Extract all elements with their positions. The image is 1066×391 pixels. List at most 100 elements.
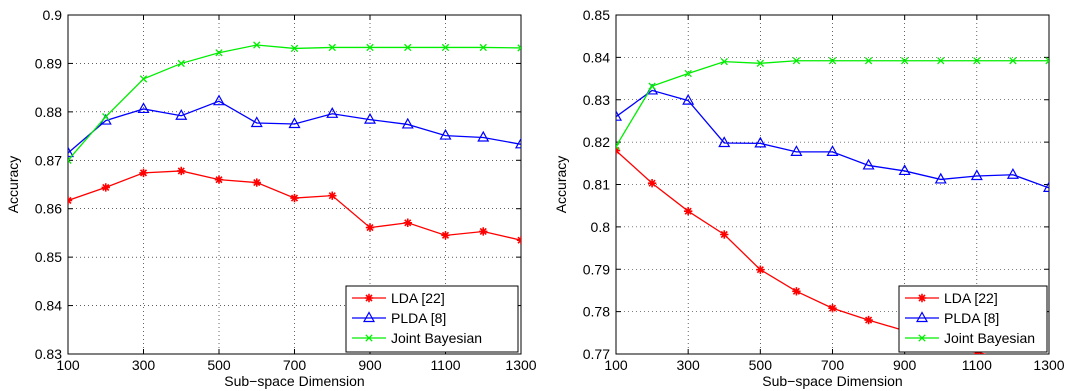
data-point-star (479, 227, 488, 236)
data-point-star (290, 193, 299, 203)
x-tick-label: 900 (893, 357, 917, 373)
x-tick-label: 100 (604, 357, 628, 373)
data-point-x (404, 43, 412, 52)
series-line-triangle (616, 89, 1049, 189)
series-group (68, 41, 521, 245)
legend-marker (915, 311, 929, 323)
data-point-x (1009, 57, 1017, 65)
data-point-star (828, 304, 837, 313)
data-point-triangle (826, 145, 839, 156)
data-point-star (683, 206, 693, 216)
data-point-triangle (137, 102, 150, 114)
data-point-x (290, 44, 299, 53)
data-point-triangle (175, 108, 188, 120)
data-point-x (68, 156, 72, 164)
data-point-triangle (212, 94, 226, 106)
data-point-x (441, 43, 450, 52)
legend: LDA [22] PLDA [8] Joint Bayesian (345, 285, 519, 353)
x-tick-label: 700 (821, 357, 845, 373)
chart-panel-1: 100 300 500 700 900 1100 1300 0.83 0.84 0.85 0.86 0… (5, 7, 537, 389)
x-tick-label: 900 (358, 357, 382, 373)
data-point-x (1045, 57, 1049, 65)
legend-marker (362, 311, 376, 323)
data-point-x (102, 113, 110, 121)
y-tick-label: 0.82 (583, 134, 610, 150)
data-point-x (616, 142, 620, 151)
data-point-x (756, 59, 764, 67)
data-point-triangle (754, 136, 767, 148)
data-point-star (403, 218, 412, 227)
data-point-star (139, 168, 148, 178)
legend-box (345, 285, 519, 353)
data-point-triangle (401, 117, 414, 129)
legend-label: LDA [22] (944, 290, 998, 306)
y-tick-label: 0.85 (583, 7, 610, 23)
data-point-triangle (862, 158, 875, 170)
data-point-x (517, 44, 521, 52)
legend-label: Joint Bayesian (944, 330, 1035, 346)
data-point-triangle (326, 107, 339, 118)
data-point-triangle (718, 136, 731, 148)
y-tick-label: 0.9 (43, 7, 63, 23)
data-point-x (792, 57, 801, 65)
series-line-triangle (68, 100, 521, 154)
data-point-star (328, 191, 337, 200)
y-tick-label: 0.88 (35, 104, 62, 120)
data-point-x (864, 57, 873, 65)
data-point-x (828, 57, 837, 65)
y-tick-label: 0.83 (35, 346, 62, 362)
y-tick-label: 0.86 (35, 201, 62, 217)
legend-marker (918, 334, 926, 342)
x-tick-label: 500 (749, 357, 773, 373)
legend-label: PLDA [8] (391, 310, 446, 326)
data-point-x (328, 43, 336, 52)
data-point-star (101, 183, 110, 192)
x-tick-label: 1100 (962, 357, 992, 373)
data-point-triangle (514, 137, 521, 149)
legend: LDA [22] PLDA [8] Joint Bayesian (898, 285, 1048, 353)
data-point-triangle (682, 93, 695, 105)
legend-marker (365, 334, 373, 342)
data-point-star (792, 287, 801, 296)
y-tick-label: 0.8 (591, 219, 611, 235)
data-point-star (441, 231, 450, 240)
y-tick-label: 0.78 (583, 304, 610, 320)
data-point-x (479, 43, 487, 52)
data-point-x (901, 57, 909, 65)
y-tick-label: 0.81 (583, 177, 610, 193)
data-point-x (973, 57, 981, 65)
x-tick-label: 1300 (1033, 357, 1064, 373)
x-axis-label: Sub−space Dimension (224, 373, 364, 389)
y-tick-label: 0.85 (35, 249, 62, 265)
data-point-star (516, 235, 521, 245)
data-point-x (684, 69, 692, 78)
data-point-triangle (898, 164, 911, 176)
x-tick-label: 300 (132, 357, 156, 373)
data-point-star (756, 265, 765, 274)
data-point-star (177, 166, 186, 176)
data-point-triangle (1006, 168, 1019, 179)
data-point-star (365, 223, 375, 232)
data-point-x (253, 41, 261, 49)
data-point-triangle (250, 116, 263, 128)
data-point-star (616, 146, 621, 155)
data-point-triangle (934, 172, 947, 184)
data-point-triangle (970, 169, 983, 181)
data-point-x (215, 49, 223, 57)
data-point-triangle (1042, 181, 1049, 192)
x-tick-label: 1100 (430, 357, 460, 373)
y-axis-label: Accuracy (553, 156, 569, 214)
data-point-x (937, 57, 945, 65)
data-point-star (864, 315, 873, 325)
data-point-triangle (439, 128, 452, 140)
data-point-triangle (288, 117, 301, 129)
data-point-star (720, 230, 729, 239)
data-point-x (177, 59, 185, 68)
legend-marker (364, 293, 374, 303)
data-point-star (647, 179, 657, 188)
data-point-x (139, 75, 148, 83)
y-tick-label: 0.89 (35, 55, 62, 71)
chart-panel-2: 100 300 500 700 900 1100 1300 0.77 0.78 0.79 0.8 0.… (553, 7, 1065, 389)
y-tick-label: 0.84 (35, 298, 62, 314)
x-tick-label: 100 (56, 357, 80, 373)
